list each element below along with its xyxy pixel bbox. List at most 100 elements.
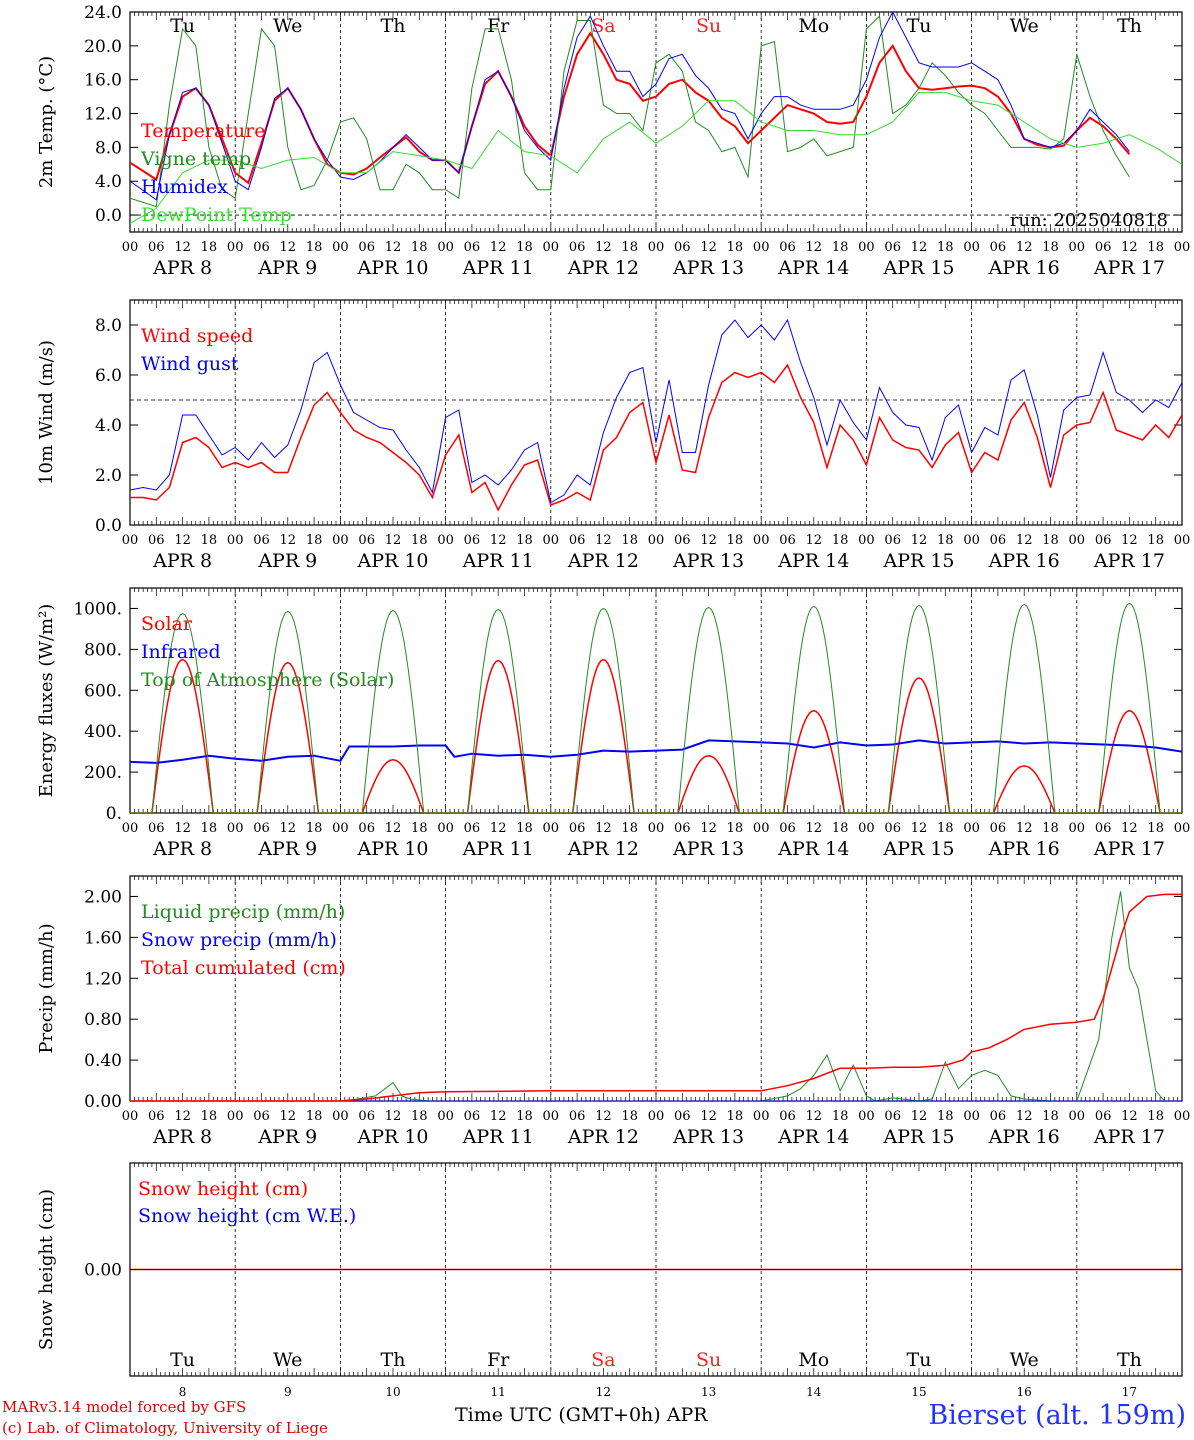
legend-label: Snow height (cm W.E.) (138, 1205, 356, 1227)
weekday-label: Tu (170, 1349, 195, 1371)
day-number-label: 14 (806, 1385, 822, 1399)
x-hour-label: 00 (122, 533, 139, 548)
x-hour-label: 18 (727, 533, 744, 548)
x-day-label: APR 12 (567, 257, 639, 279)
x-hour-label: 12 (174, 1109, 191, 1124)
y-tick-label: 4.0 (95, 416, 122, 436)
panel-frame (129, 299, 1183, 526)
y-tick-label: 200. (84, 763, 122, 783)
legend-label: Wind gust (141, 353, 239, 375)
y-tick-label: 2.00 (84, 887, 122, 907)
x-hour-label: 00 (332, 821, 349, 836)
x-hour-label: 00 (648, 821, 665, 836)
x-hour-label: 00 (543, 240, 560, 255)
x-hour-label: 06 (464, 1109, 481, 1124)
x-hour-label: 00 (753, 240, 770, 255)
x-hour-label: 00 (122, 240, 139, 255)
x-hour-label: 06 (253, 1109, 270, 1124)
x-day-label: APR 11 (462, 1126, 534, 1148)
x-hour-label: 06 (464, 821, 481, 836)
x-hour-label: 12 (174, 533, 191, 548)
x-hour-label: 18 (937, 1109, 954, 1124)
x-hour-label: 18 (411, 240, 428, 255)
y-tick-label: 8.0 (95, 138, 122, 158)
x-hour-label: 00 (332, 240, 349, 255)
x-hour-label: 00 (753, 821, 770, 836)
y-tick-label: 16.0 (84, 71, 122, 91)
x-hour-label: 00 (437, 821, 454, 836)
x-hour-label: 18 (201, 1109, 218, 1124)
legend-label: Infrared (141, 641, 221, 663)
x-day-label: APR 8 (152, 257, 212, 279)
x-hour-label: 12 (280, 1109, 297, 1124)
x-hour-label: 00 (1174, 533, 1191, 548)
x-hour-label: 12 (490, 1109, 507, 1124)
x-hour-label: 12 (806, 240, 823, 255)
x-hour-label: 12 (1121, 1109, 1138, 1124)
x-hour-label: 18 (516, 533, 533, 548)
x-day-label: APR 15 (882, 550, 954, 572)
y-tick-label: 0.0 (95, 206, 122, 226)
x-hour-label: 06 (674, 1109, 691, 1124)
x-hour-label: 18 (621, 240, 638, 255)
x-hour-label: 12 (1016, 821, 1033, 836)
station-label: Bierset (alt. 159m) (928, 1400, 1186, 1431)
x-hour-label: 00 (753, 1109, 770, 1124)
day-number-label: 12 (596, 1385, 611, 1399)
x-hour-label: 18 (516, 1109, 533, 1124)
x-day-label: APR 15 (882, 1126, 954, 1148)
x-day-label: APR 16 (988, 550, 1060, 572)
x-hour-label: 00 (1174, 1109, 1191, 1124)
x-hour-label: 06 (569, 240, 586, 255)
weekday-label: We (273, 15, 302, 37)
x-hour-label: 18 (516, 821, 533, 836)
x-hour-label: 12 (280, 240, 297, 255)
x-hour-label: 18 (832, 533, 849, 548)
x-hour-label: 12 (1121, 240, 1138, 255)
x-day-label: APR 9 (257, 838, 317, 860)
x-hour-label: 12 (806, 533, 823, 548)
x-day-label: APR 8 (152, 1126, 212, 1148)
day-number-label: 17 (1122, 1385, 1137, 1399)
weekday-label: Fr (487, 1349, 510, 1371)
x-hour-label: 12 (490, 240, 507, 255)
x-day-label: APR 15 (882, 838, 954, 860)
x-hour-label: 18 (1042, 533, 1059, 548)
series-line-liquid-precip-mm-h- (130, 891, 1182, 1101)
x-hour-label: 06 (990, 533, 1007, 548)
x-hour-label: 00 (858, 821, 875, 836)
y-tick-label: 0.0 (95, 516, 122, 536)
x-hour-label: 06 (674, 240, 691, 255)
x-hour-label: 12 (385, 1109, 402, 1124)
x-hour-label: 00 (858, 533, 875, 548)
time-axis-label: Time UTC (GMT+0h) APR (455, 1404, 708, 1426)
day-number-label: 9 (284, 1385, 292, 1399)
x-hour-label: 00 (122, 821, 139, 836)
x-hour-label: 06 (358, 821, 375, 836)
x-hour-label: 12 (1121, 533, 1138, 548)
x-hour-label: 06 (884, 1109, 901, 1124)
x-hour-label: 18 (621, 1109, 638, 1124)
x-hour-label: 12 (595, 533, 612, 548)
x-hour-label: 00 (543, 1109, 560, 1124)
weekday-label: Tu (907, 15, 932, 37)
x-hour-label: 18 (621, 821, 638, 836)
legend-label: Vigne temp (140, 148, 251, 170)
weekday-label: We (1010, 1349, 1039, 1371)
series-line-solar (130, 658, 1182, 813)
legend-label: Snow precip (mm/h) (141, 929, 337, 951)
x-day-label: APR 16 (988, 257, 1060, 279)
x-hour-label: 06 (674, 533, 691, 548)
x-hour-label: 06 (884, 240, 901, 255)
x-hour-label: 12 (385, 533, 402, 548)
series-line-temperature (130, 31, 1131, 185)
x-hour-label: 12 (174, 240, 191, 255)
x-hour-label: 18 (937, 821, 954, 836)
x-hour-label: 00 (648, 1109, 665, 1124)
x-hour-label: 00 (543, 533, 560, 548)
panel-frame (129, 587, 1183, 814)
x-hour-label: 06 (358, 240, 375, 255)
legend-label: Total cumulated (cm) (141, 957, 346, 979)
x-hour-label: 12 (911, 533, 928, 548)
